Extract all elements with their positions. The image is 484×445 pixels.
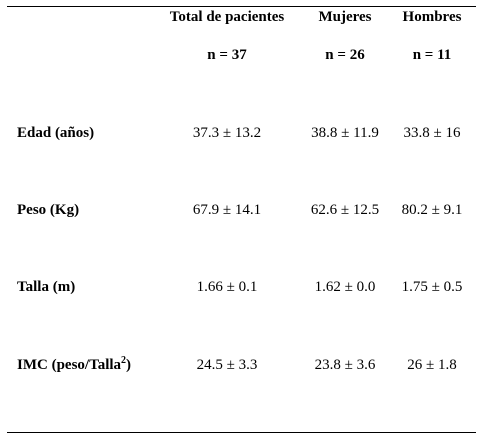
table-cell: 37.3 ± 13.2 xyxy=(192,125,262,141)
table-cell: 24.5 ± 3.3 xyxy=(196,357,258,373)
table-cell: 23.8 ± 3.6 xyxy=(314,357,376,373)
table-top-rule xyxy=(7,6,476,7)
row-label-peso: Peso (Kg) xyxy=(17,202,80,218)
column-header-total: Total de pacientes xyxy=(169,9,285,25)
column-n-total: n = 37 xyxy=(207,47,247,63)
table-cell: 1.62 ± 0.0 xyxy=(314,279,376,295)
table-cell: 26 ± 1.8 xyxy=(407,357,457,373)
row-label-imc: IMC (peso/Talla2) xyxy=(17,356,131,374)
column-header-mujeres: Mujeres xyxy=(318,9,372,25)
table-cell: 1.75 ± 0.5 xyxy=(401,279,463,295)
row-label-imc-suffix: ) xyxy=(126,357,132,373)
column-n-mujeres: n = 26 xyxy=(325,47,365,63)
row-label-imc-prefix: IMC (peso/Talla xyxy=(17,357,122,373)
table-cell: 80.2 ± 9.1 xyxy=(401,202,463,218)
table-cell: 62.6 ± 12.5 xyxy=(310,202,380,218)
table-cell: 38.8 ± 11.9 xyxy=(311,125,379,141)
column-n-hombres: n = 11 xyxy=(412,47,452,63)
table-cell: 67.9 ± 14.1 xyxy=(192,202,262,218)
table-cell: 1.66 ± 0.1 xyxy=(196,279,258,295)
row-label-imc-superscript: 2 xyxy=(121,355,127,366)
table-cell: 33.8 ± 16 xyxy=(403,125,461,141)
table-bottom-rule xyxy=(7,432,476,433)
column-header-hombres: Hombres xyxy=(402,9,462,25)
row-label-edad: Edad (años) xyxy=(17,125,95,141)
row-label-talla: Talla (m) xyxy=(17,279,76,295)
